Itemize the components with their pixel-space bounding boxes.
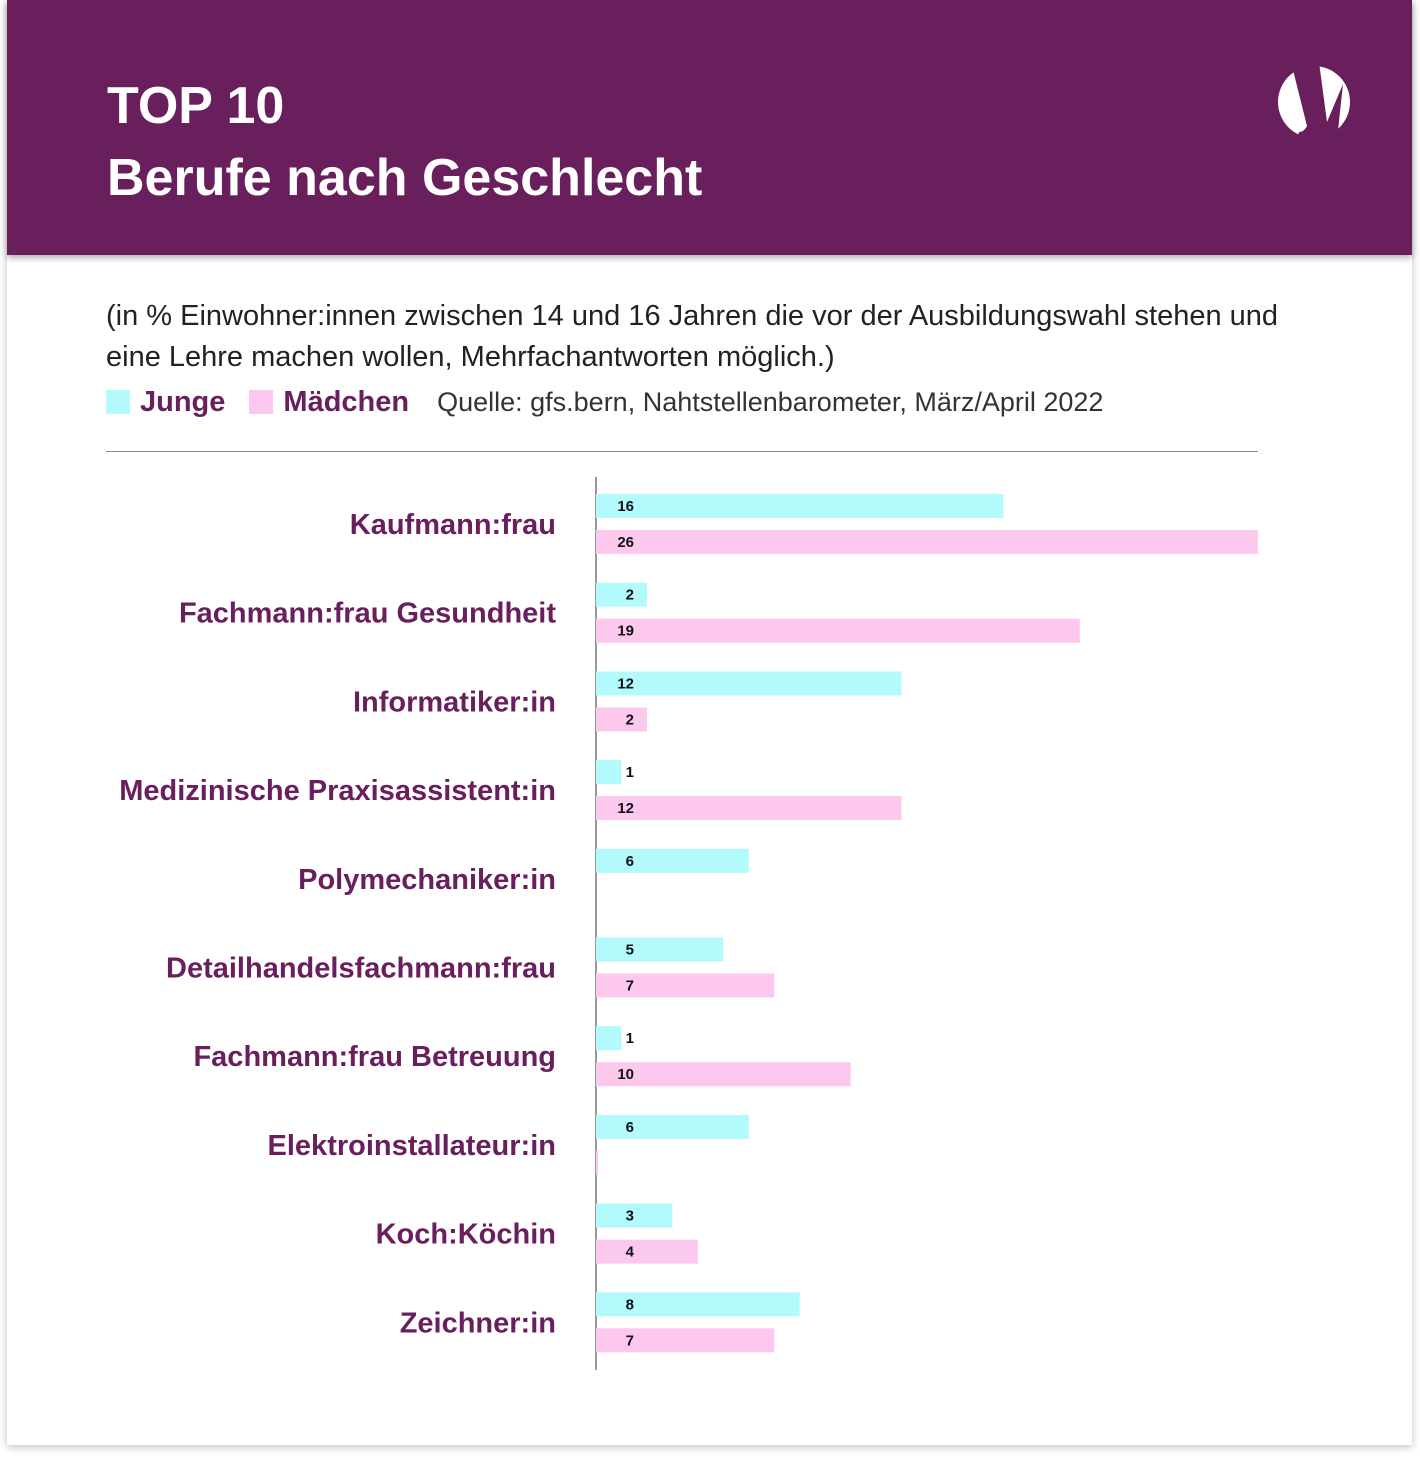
bar-junge <box>596 760 622 785</box>
bar-junge <box>596 1203 673 1228</box>
legend-label-maedchen: Mädchen <box>283 385 410 418</box>
bar-maedchen <box>596 973 775 998</box>
source-note: Quelle: gfs.bern, Nahtstellenbarometer, … <box>437 386 1104 417</box>
legend-swatch-maedchen <box>249 390 274 414</box>
data-label: 8 <box>626 1296 634 1313</box>
data-label: 5 <box>626 942 634 959</box>
data-label: 10 <box>617 1066 634 1083</box>
bar-junge <box>596 671 902 696</box>
data-label: 26 <box>617 534 634 551</box>
category-label: Koch:Köchin <box>376 1219 556 1251</box>
bar-junge <box>596 582 647 607</box>
data-label: 12 <box>617 800 634 817</box>
bar-junge <box>596 937 724 962</box>
bar-junge <box>596 1026 622 1051</box>
bar-maedchen <box>596 707 647 732</box>
legend-label-junge: Junge <box>140 385 226 418</box>
bar-maedchen <box>596 1239 698 1264</box>
data-label: 1 <box>626 1030 634 1047</box>
legend: Junge Mädchen Quelle: gfs.bern, Nahtstel… <box>106 382 1103 422</box>
data-label: 3 <box>626 1208 634 1225</box>
category-label: Informatiker:in <box>353 686 556 718</box>
chart-subtitle: (in % Einwohner:innen zwischen 14 und 16… <box>106 300 1279 373</box>
bar-junge <box>596 1114 749 1139</box>
title-line-1: TOP 10 <box>107 77 285 135</box>
category-label: Zeichner:in <box>400 1307 556 1339</box>
data-label: 7 <box>626 978 634 995</box>
category-label: Elektroinstallateur:in <box>268 1130 556 1162</box>
bar-maedchen <box>596 530 1258 554</box>
data-label: 6 <box>626 853 634 870</box>
category-label: Fachmann:frau Betreuung <box>193 1041 556 1073</box>
category-label: Medizinische Praxisassistent:in <box>119 775 556 807</box>
category-label: Detailhandelsfachmann:frau <box>166 953 556 985</box>
data-label: 12 <box>617 675 634 692</box>
data-label: 6 <box>626 1119 634 1136</box>
header-banner: TOP 10 Berufe nach Geschlecht <box>7 0 1412 255</box>
data-label: 2 <box>626 711 634 728</box>
bar-junge <box>596 494 1004 518</box>
data-label: 4 <box>626 1244 635 1261</box>
data-label: 7 <box>626 1332 634 1349</box>
bar-maedchen <box>596 1150 598 1175</box>
category-label: Fachmann:frau Gesundheit <box>179 598 556 630</box>
bar-junge <box>596 1292 800 1317</box>
page-title: TOP 10 Berufe nach Geschlecht <box>107 70 702 214</box>
bar-maedchen <box>596 1062 851 1087</box>
category-label: Kaufmann:frau <box>350 509 556 541</box>
category-label: Polymechaniker:in <box>298 864 556 896</box>
bar-maedchen <box>596 618 1080 643</box>
data-label: 2 <box>626 587 634 604</box>
legend-swatch-junge <box>106 390 130 414</box>
logo-icon <box>1278 62 1350 140</box>
data-label: 1 <box>626 764 634 781</box>
data-label: 19 <box>617 623 634 640</box>
bar-junge <box>596 848 749 873</box>
divider <box>106 451 1258 452</box>
data-label: 16 <box>617 498 634 515</box>
bar-maedchen <box>596 796 902 821</box>
bar-maedchen <box>596 1328 775 1353</box>
title-line-2: Berufe nach Geschlecht <box>107 149 703 207</box>
